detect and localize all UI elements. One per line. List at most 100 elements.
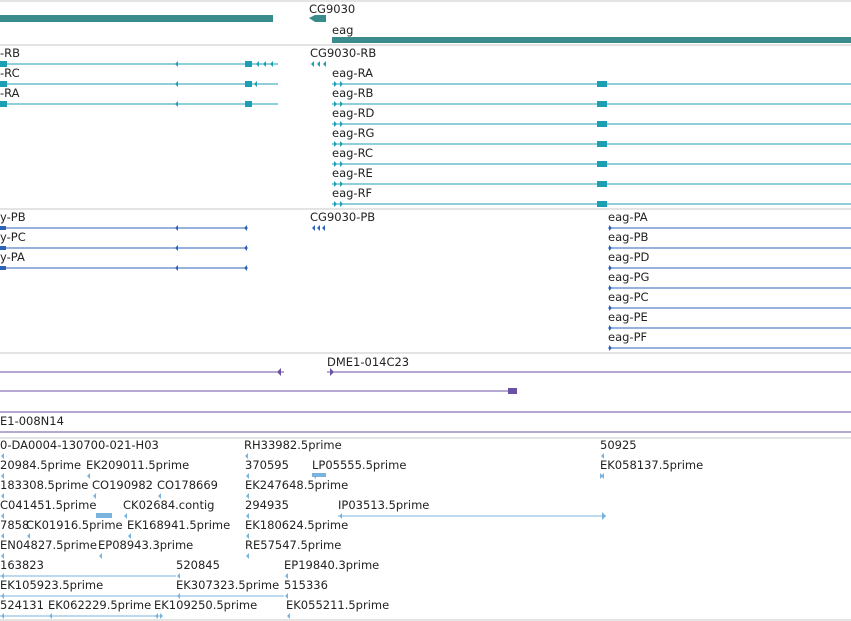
- est-label: 370595: [245, 458, 289, 472]
- transcript-label: -RA: [0, 86, 20, 100]
- coding-segment[interactable]: [0, 266, 6, 270]
- coding-segment[interactable]: [0, 246, 6, 250]
- est-label: CK01916.5prime: [26, 518, 123, 532]
- est-arrow-icon: [245, 453, 248, 459]
- eag-gene-bar[interactable]: [332, 37, 851, 43]
- protein-label-cg9030-pb: CG9030-PB: [310, 210, 375, 224]
- gene-bar-left[interactable]: [0, 15, 273, 22]
- est-segment[interactable]: [312, 473, 326, 477]
- est-arrow-icon: [27, 533, 30, 539]
- est-label: EK307323.5prime: [176, 578, 279, 592]
- exon[interactable]: [0, 81, 7, 87]
- est-label: 7858: [0, 518, 29, 532]
- est-arrow-icon: [285, 593, 288, 599]
- transcript-label: -RB: [0, 46, 20, 60]
- est-arrow-icon: [285, 573, 288, 579]
- strand-arrow-icon: [312, 225, 315, 231]
- est-arrow-icon: [246, 493, 249, 499]
- protein-label-eag: eag-PE: [608, 310, 648, 324]
- exon[interactable]: [245, 61, 252, 67]
- transcript-label-eag: eag-RE: [332, 166, 373, 180]
- strand-arrow-icon: [323, 61, 326, 67]
- strand-arrow-icon: [175, 101, 178, 107]
- protein-label: y-PB: [0, 210, 26, 224]
- strand-arrow-icon: [609, 245, 612, 251]
- transcript-track: -RB -RC -RA CG9030-RB eag-RA eag-RB eag-RD eag-…: [0, 46, 851, 207]
- strand-arrow-icon: [175, 81, 178, 87]
- est-segment[interactable]: [96, 513, 112, 518]
- exon[interactable]: [0, 101, 7, 107]
- est-label: EP08943.3prime: [98, 538, 193, 552]
- exon[interactable]: [597, 81, 607, 87]
- strand-arrow-icon: [311, 61, 314, 67]
- est-label: LP05555.5prime: [312, 458, 406, 472]
- strand-arrow-icon: [175, 61, 178, 67]
- clone-label: DME1-014C23: [327, 355, 409, 369]
- strand-arrow-icon: [317, 61, 320, 67]
- est-label: EK058137.5prime: [600, 458, 703, 472]
- strand-arrow-icon: [340, 141, 343, 147]
- clone-end-icon: [330, 368, 334, 376]
- transcript-label-eag: eag-RB: [332, 86, 374, 100]
- clone-track: DME1-014C23 E1-008N14: [0, 355, 851, 433]
- strand-arrow-icon: [322, 225, 325, 231]
- est-arrow-icon: [1, 493, 4, 499]
- strand-arrow-icon: [175, 265, 178, 271]
- est-arrow-icon: [246, 533, 249, 539]
- est-label: RE57547.5prime: [245, 538, 341, 552]
- est-label: 50925: [600, 438, 637, 452]
- exon[interactable]: [0, 61, 7, 67]
- clone-label: E1-008N14: [0, 414, 64, 428]
- cg9030-gene-glyph[interactable]: [309, 15, 326, 22]
- protein-label-eag: eag-PG: [608, 270, 649, 284]
- exon[interactable]: [245, 81, 252, 87]
- strand-arrow-icon: [609, 345, 612, 351]
- strand-arrow-icon: [609, 285, 612, 291]
- strand-arrow-icon: [256, 61, 259, 67]
- strand-arrow-icon: [317, 225, 320, 231]
- strand-arrow-icon: [244, 245, 247, 251]
- est-arrow-icon: [246, 473, 249, 479]
- est-label: EN04827.5prime: [0, 538, 97, 552]
- exon[interactable]: [597, 181, 607, 187]
- strand-arrow-icon: [334, 181, 337, 187]
- strand-arrow-icon: [175, 245, 178, 251]
- est-label: EK062229.5prime: [48, 598, 151, 612]
- strand-arrow-icon: [334, 81, 337, 87]
- est-label: EK247648.5prime: [245, 478, 348, 492]
- est-arrow-icon: [1, 553, 4, 559]
- transcript-label-eag: eag-RF: [332, 186, 372, 200]
- exon[interactable]: [245, 101, 252, 107]
- strand-arrow-icon: [340, 101, 343, 107]
- strand-arrow-icon: [609, 325, 612, 331]
- est-arrow-icon: [87, 473, 90, 479]
- est-label: 20984.5prime: [0, 458, 81, 472]
- clone-end-marker[interactable]: [508, 388, 517, 394]
- transcript-label-eag: eag-RC: [332, 146, 373, 160]
- est-track: 0-DA0004-130700-021-H03 RH33982.5prime 509…: [0, 438, 703, 619]
- exon[interactable]: [597, 141, 607, 147]
- exon[interactable]: [597, 161, 607, 167]
- exon[interactable]: [597, 201, 607, 207]
- coding-segment[interactable]: [0, 226, 6, 230]
- exon[interactable]: [597, 101, 607, 107]
- strand-arrow-icon: [254, 81, 257, 87]
- est-label: CK02684.contig: [123, 498, 214, 512]
- protein-track: y-PB y-PC y-PA CG9030-PB eag-PA eag-PB eag-PD e…: [0, 210, 851, 351]
- protein-label-eag: eag-PB: [608, 230, 649, 244]
- strand-arrow-icon: [334, 201, 337, 207]
- est-arrow-icon: [160, 613, 163, 619]
- protein-label-eag: eag-PD: [608, 250, 650, 264]
- strand-arrow-icon: [270, 61, 273, 67]
- est-arrow-icon: [1, 473, 4, 479]
- est-label: 520845: [176, 558, 220, 572]
- est-label: EK105923.5prime: [0, 578, 103, 592]
- exon[interactable]: [597, 121, 607, 127]
- est-arrow-icon: [99, 553, 102, 559]
- est-label: CO178669: [157, 478, 218, 492]
- strand-arrow-icon: [340, 121, 343, 127]
- est-arrow-icon: [124, 513, 127, 519]
- est-label: 294935: [245, 498, 289, 512]
- strand-arrow-icon: [334, 101, 337, 107]
